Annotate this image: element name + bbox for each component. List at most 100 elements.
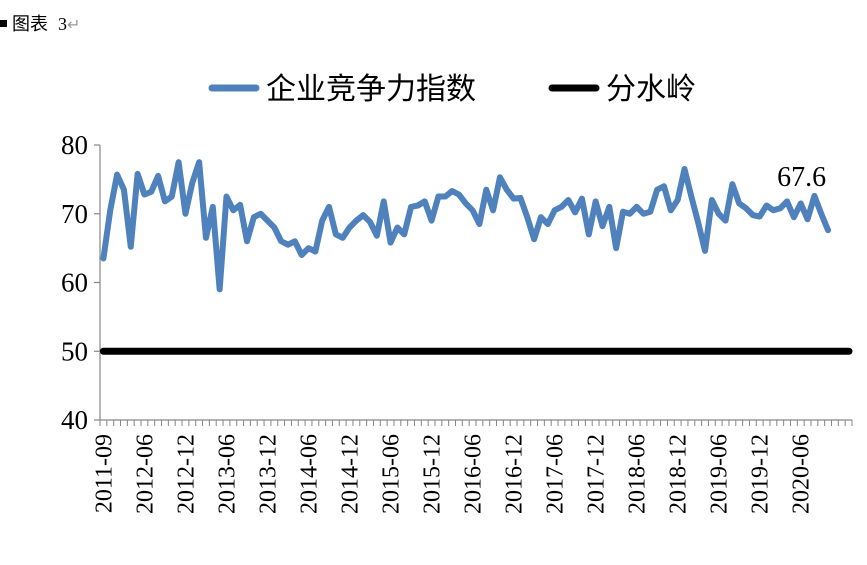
data-point xyxy=(184,212,187,215)
data-point xyxy=(225,195,228,198)
data-point xyxy=(198,161,200,163)
data-point xyxy=(779,207,782,210)
data-point xyxy=(581,197,583,200)
data-point xyxy=(136,173,139,175)
data-point xyxy=(553,209,556,212)
data-point xyxy=(594,200,597,203)
data-point xyxy=(519,197,522,199)
series-layer xyxy=(99,159,853,355)
legend-item-competitiveness-index: 企业竞争力指数 xyxy=(208,72,476,107)
data-point xyxy=(567,199,570,201)
data-point xyxy=(177,161,180,163)
data-point xyxy=(335,233,337,236)
data-point xyxy=(355,219,358,222)
data-point xyxy=(738,202,740,205)
data-point xyxy=(369,221,371,223)
data-point xyxy=(765,204,768,207)
data-point xyxy=(403,233,406,236)
data-point xyxy=(752,214,754,216)
data-point xyxy=(690,195,693,198)
x-tick-label: 2014-06 xyxy=(297,434,323,514)
data-point xyxy=(123,188,125,191)
x-tick-label: 2015-12 xyxy=(420,434,446,514)
data-point xyxy=(526,216,529,218)
data-point xyxy=(670,209,672,212)
data-point xyxy=(806,218,809,221)
data-point xyxy=(423,200,426,203)
data-point xyxy=(170,195,173,198)
data-point xyxy=(157,175,159,177)
data-point xyxy=(129,245,132,248)
data-point xyxy=(471,209,474,212)
data-point xyxy=(109,209,112,212)
data-point xyxy=(382,200,385,203)
data-point xyxy=(608,206,611,208)
data-point xyxy=(259,212,262,215)
chart-legend: 企业竞争力指数 分水岭 xyxy=(208,72,696,107)
x-tick-label: 2018-06 xyxy=(625,434,651,514)
data-point xyxy=(300,254,303,256)
data-point xyxy=(348,226,351,229)
legend-label: 分水岭 xyxy=(606,72,696,107)
y-tick-label: 50 xyxy=(61,336,88,366)
data-point xyxy=(663,185,665,188)
data-point xyxy=(799,202,802,205)
data-point xyxy=(437,195,440,198)
data-point xyxy=(164,200,166,203)
data-point xyxy=(629,212,631,215)
data-point xyxy=(266,219,269,222)
data-point xyxy=(745,207,747,210)
data-point xyxy=(458,193,460,196)
caption-return-mark: ↵ xyxy=(67,15,81,34)
data-point xyxy=(451,190,453,192)
data-point xyxy=(143,193,146,196)
annotation-layer: 67.6 xyxy=(777,162,826,193)
y-axis: 40 50 60 70 80 xyxy=(61,130,101,435)
data-point xyxy=(218,288,221,291)
legend-label: 企业竞争力指数 xyxy=(266,72,476,107)
y-tick-label: 60 xyxy=(61,268,88,298)
data-point xyxy=(376,234,378,237)
data-point xyxy=(410,206,412,208)
caption-label: 图表 xyxy=(12,14,48,35)
y-tick-label: 70 xyxy=(61,199,88,229)
data-point xyxy=(417,204,419,207)
x-tick-label: 2015-06 xyxy=(379,434,405,514)
data-point xyxy=(546,223,549,225)
data-point xyxy=(478,223,481,225)
x-tick-label: 2013-12 xyxy=(255,434,281,514)
x-tick-label: 2019-06 xyxy=(707,434,733,514)
data-point xyxy=(717,212,720,215)
x-tick-label: 2019-12 xyxy=(748,434,774,514)
caption-bullet-icon xyxy=(0,20,7,27)
data-point xyxy=(212,206,214,208)
x-tick-label: 2011-09 xyxy=(91,434,117,513)
data-point xyxy=(813,195,816,197)
data-point xyxy=(492,209,494,212)
data-point xyxy=(615,247,617,249)
data-point xyxy=(205,237,207,239)
data-point xyxy=(396,226,399,229)
data-point xyxy=(697,221,699,224)
data-point xyxy=(649,210,652,213)
data-point xyxy=(793,216,795,218)
data-point xyxy=(232,209,235,212)
data-point xyxy=(280,240,282,243)
x-tick-label: 2014-12 xyxy=(338,434,364,514)
x-axis: 2011-09 2012-06 2012-12 2013-06 2013-12 2014-… xyxy=(91,419,853,514)
data-point xyxy=(273,226,276,229)
data-point xyxy=(307,247,310,249)
x-tick-label: 2016-06 xyxy=(461,434,487,514)
data-point xyxy=(430,219,433,222)
x-tick-label: 2017-06 xyxy=(543,434,569,514)
data-point xyxy=(588,233,590,236)
data-point xyxy=(676,199,679,201)
data-point xyxy=(505,188,508,191)
x-tick-label: 2017-12 xyxy=(584,434,610,514)
x-tick-label: 2013-06 xyxy=(214,434,240,514)
data-point xyxy=(560,206,563,208)
data-point xyxy=(656,188,658,191)
caption-number: 3 xyxy=(58,14,67,34)
data-point xyxy=(116,173,118,176)
